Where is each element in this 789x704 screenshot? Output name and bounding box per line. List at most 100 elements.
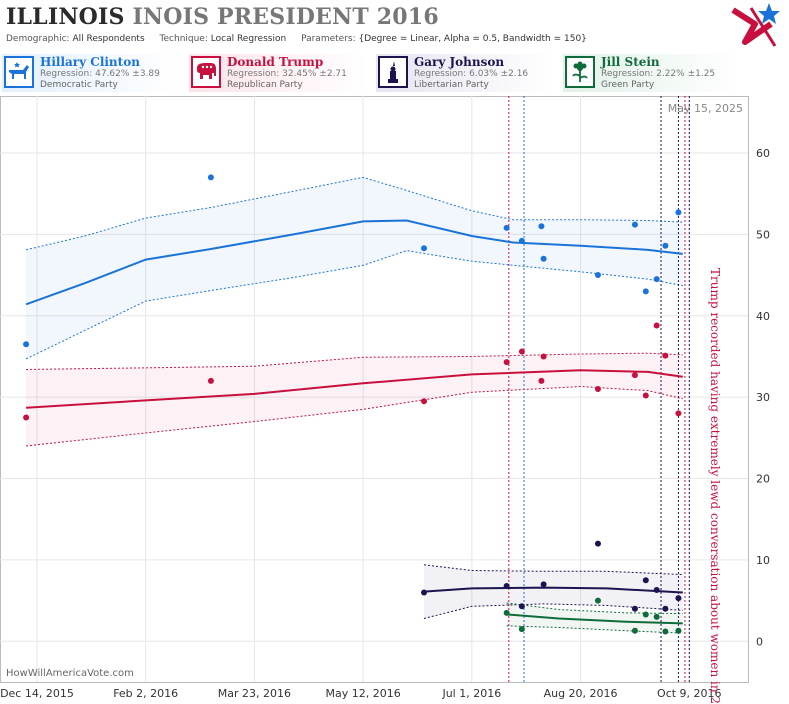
y-tick-label: 0 bbox=[756, 635, 763, 648]
poll-point bbox=[23, 341, 30, 348]
poll-point bbox=[642, 577, 649, 584]
trend-line bbox=[423, 586, 683, 594]
x-tick-label: Mar 23, 2016 bbox=[218, 687, 291, 700]
poll-point bbox=[503, 609, 510, 616]
y-tick-label: 60 bbox=[756, 147, 770, 160]
poll-point bbox=[642, 611, 649, 618]
poll-point bbox=[594, 597, 601, 604]
band-lower-line bbox=[25, 250, 683, 360]
poll-point bbox=[421, 245, 428, 252]
poll-point bbox=[503, 359, 510, 366]
legend-item-trump: Donald Trump Regression: 32.45% ±2.71 Re… bbox=[189, 54, 367, 92]
legend-item-stein: Jill Stein Regression: 2.22% ±1.25 Green… bbox=[563, 54, 741, 92]
page-title: ILLINOIS INOIS PRESIDENT 2016 bbox=[6, 4, 439, 30]
parameters-value: {Degree = Linear, Alpha = 0.5, Bandwidth… bbox=[358, 34, 587, 44]
poll-point bbox=[207, 377, 214, 384]
y-tick-label: 20 bbox=[756, 473, 770, 486]
poll-point bbox=[631, 221, 638, 228]
legend-name: Jill Stein bbox=[601, 55, 660, 69]
legend-item-johnson: Gary Johnson Regression: 6.03% ±2.16 Lib… bbox=[376, 54, 554, 92]
parameters-line: Demographic: All Respondents Technique: … bbox=[6, 34, 599, 44]
poll-point bbox=[540, 353, 547, 360]
trend-line bbox=[506, 613, 683, 625]
poll-point bbox=[653, 322, 660, 329]
y-tick-label: 40 bbox=[756, 310, 770, 323]
donkey-icon bbox=[4, 56, 34, 88]
confidence-band bbox=[506, 603, 683, 634]
poll-point bbox=[631, 605, 638, 612]
poll-point bbox=[518, 348, 525, 355]
legend-party: Democratic Party bbox=[40, 80, 118, 90]
date-stamp: May 15, 2025 bbox=[668, 102, 743, 115]
poll-point bbox=[594, 540, 601, 547]
poll-point bbox=[662, 605, 669, 612]
x-tick-label: Feb 2, 2016 bbox=[113, 687, 178, 700]
poll-point bbox=[594, 272, 601, 279]
source-credit: HowWillAmericaVote.com bbox=[6, 668, 134, 679]
poll-point bbox=[653, 613, 660, 620]
event-annotation: Trump recorded having extremely lewd con… bbox=[708, 268, 722, 704]
poll-point bbox=[421, 589, 428, 596]
poll-point bbox=[675, 209, 682, 216]
x-tick-label: Oct 9, 2016 bbox=[657, 687, 722, 700]
trend-line bbox=[26, 369, 683, 409]
poll-point bbox=[503, 224, 510, 231]
poll-point bbox=[642, 392, 649, 399]
title-state: ILLINOIS bbox=[6, 4, 125, 30]
title-rest: INOIS PRESIDENT 2016 bbox=[132, 4, 439, 30]
poll-point bbox=[540, 255, 547, 262]
poll-point bbox=[653, 276, 660, 283]
confidence-band bbox=[26, 177, 683, 359]
liberty-icon bbox=[378, 56, 408, 88]
elephant-icon bbox=[191, 56, 221, 88]
poll-points bbox=[23, 174, 682, 635]
demographic-value: All Respondents bbox=[72, 34, 145, 44]
poll-point bbox=[662, 242, 669, 249]
poll-point bbox=[642, 288, 649, 295]
poll-point bbox=[518, 603, 525, 610]
trend-line bbox=[25, 219, 683, 306]
demographic-label: Demographic: bbox=[6, 34, 70, 44]
poll-point bbox=[518, 626, 525, 633]
star-logo-icon bbox=[731, 3, 780, 47]
poll-point bbox=[538, 223, 545, 230]
band-upper-line bbox=[423, 564, 683, 576]
poll-point bbox=[518, 237, 525, 244]
band-lower-line bbox=[423, 603, 683, 620]
legend-name: Gary Johnson bbox=[414, 55, 505, 69]
poll-point bbox=[662, 628, 669, 635]
confidence-band bbox=[26, 353, 683, 446]
poll-point bbox=[540, 581, 547, 588]
band-upper-line bbox=[25, 176, 683, 251]
x-tick-label: May 12, 2016 bbox=[326, 687, 401, 700]
poll-point bbox=[662, 352, 669, 359]
poll-point bbox=[23, 414, 30, 421]
legend-regression: Regression: 47.62% ±3.89 bbox=[40, 69, 160, 79]
trend-lines bbox=[25, 219, 683, 625]
x-axis: Dec 14, 2015 Feb 2, 2016 Mar 23, 2016 May 1… bbox=[0, 687, 721, 700]
poll-point bbox=[594, 386, 601, 392]
x-tick-label: Aug 20, 2016 bbox=[544, 687, 618, 700]
y-axis: 0 10 20 30 40 50 60 bbox=[756, 147, 770, 648]
poll-point bbox=[675, 627, 682, 634]
chart-header: ILLINOIS INOIS PRESIDENT 2016 Demographi… bbox=[0, 0, 789, 50]
x-tick-label: Dec 14, 2015 bbox=[0, 687, 74, 700]
poll-point bbox=[675, 410, 682, 417]
legend-regression: Regression: 2.22% ±1.25 bbox=[601, 69, 716, 79]
y-tick-label: 10 bbox=[756, 554, 770, 567]
poll-point bbox=[675, 595, 682, 602]
candidate-legend: Hillary Clinton Regression: 47.62% ±3.89… bbox=[0, 54, 789, 94]
legend-regression: Regression: 32.45% ±2.71 bbox=[227, 69, 347, 79]
poll-point bbox=[631, 372, 638, 379]
legend-regression: Regression: 6.03% ±2.16 bbox=[414, 69, 529, 79]
legend-name: Donald Trump bbox=[227, 55, 324, 69]
legend-party: Libertarian Party bbox=[414, 80, 489, 90]
confidence-band bbox=[424, 564, 683, 619]
legend-party: Republican Party bbox=[227, 80, 303, 90]
technique-label: Technique: bbox=[159, 34, 208, 44]
technique-value: Local Regression bbox=[210, 34, 287, 44]
x-tick-label: Jul 1, 2016 bbox=[441, 687, 501, 700]
band-upper-line bbox=[506, 602, 683, 615]
y-tick-label: 50 bbox=[756, 228, 770, 241]
band-lower-line bbox=[506, 625, 683, 634]
